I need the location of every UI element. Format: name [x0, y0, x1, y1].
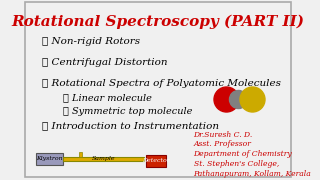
Text: Dr.Suresh C. D.: Dr.Suresh C. D. — [194, 131, 253, 139]
Text: Klystron: Klystron — [36, 156, 63, 161]
Text: St. Stephen's College,: St. Stephen's College, — [194, 160, 279, 168]
FancyBboxPatch shape — [63, 157, 144, 161]
Text: ❖ Symmetric top molecule: ❖ Symmetric top molecule — [63, 107, 193, 116]
Text: ❖ Non-rigid Rotors: ❖ Non-rigid Rotors — [42, 37, 140, 46]
Text: ❖ Introduction to Instrumentation: ❖ Introduction to Instrumentation — [42, 121, 219, 130]
Text: ❖ Centrifugal Distortion: ❖ Centrifugal Distortion — [42, 58, 167, 67]
FancyBboxPatch shape — [79, 152, 82, 157]
Text: Detector: Detector — [142, 158, 170, 163]
Text: Rotational Spectroscopy (PART II): Rotational Spectroscopy (PART II) — [12, 14, 305, 29]
Text: Department of Chemistry: Department of Chemistry — [194, 150, 292, 158]
Text: Pathanapuram, Kollam, Kerala: Pathanapuram, Kollam, Kerala — [194, 170, 311, 178]
Text: Asst. Professor: Asst. Professor — [194, 140, 252, 148]
Text: ❖ Linear molecule: ❖ Linear molecule — [63, 93, 152, 102]
FancyBboxPatch shape — [36, 153, 63, 165]
Text: ❖ Rotational Spectra of Polyatomic Molecules: ❖ Rotational Spectra of Polyatomic Molec… — [42, 79, 281, 88]
FancyBboxPatch shape — [146, 155, 166, 167]
Text: Sample: Sample — [92, 156, 115, 161]
FancyBboxPatch shape — [25, 2, 291, 177]
